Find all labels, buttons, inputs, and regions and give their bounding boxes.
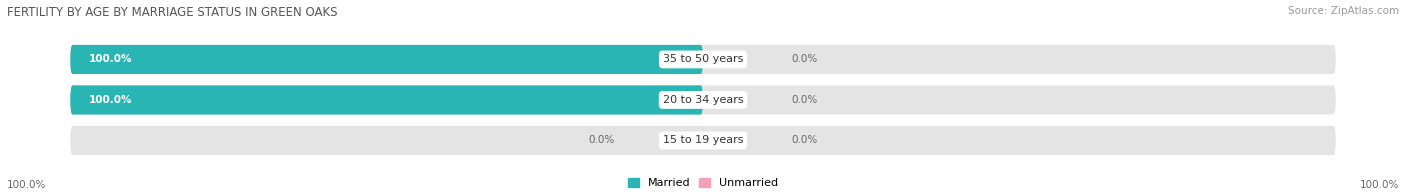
Text: 100.0%: 100.0% bbox=[89, 95, 132, 105]
Text: 35 to 50 years: 35 to 50 years bbox=[662, 54, 744, 64]
Text: 100.0%: 100.0% bbox=[7, 180, 46, 190]
Text: Source: ZipAtlas.com: Source: ZipAtlas.com bbox=[1288, 6, 1399, 16]
FancyBboxPatch shape bbox=[70, 45, 703, 74]
Text: 0.0%: 0.0% bbox=[588, 135, 614, 145]
FancyBboxPatch shape bbox=[70, 85, 703, 114]
Legend: Married, Unmarried: Married, Unmarried bbox=[627, 178, 779, 189]
FancyBboxPatch shape bbox=[70, 85, 1336, 114]
Text: 100.0%: 100.0% bbox=[1360, 180, 1399, 190]
Text: 20 to 34 years: 20 to 34 years bbox=[662, 95, 744, 105]
Text: 0.0%: 0.0% bbox=[792, 54, 818, 64]
Text: 0.0%: 0.0% bbox=[792, 135, 818, 145]
Text: 15 to 19 years: 15 to 19 years bbox=[662, 135, 744, 145]
FancyBboxPatch shape bbox=[70, 126, 1336, 155]
Text: 100.0%: 100.0% bbox=[89, 54, 132, 64]
Text: 0.0%: 0.0% bbox=[792, 95, 818, 105]
Text: FERTILITY BY AGE BY MARRIAGE STATUS IN GREEN OAKS: FERTILITY BY AGE BY MARRIAGE STATUS IN G… bbox=[7, 6, 337, 19]
FancyBboxPatch shape bbox=[70, 45, 1336, 74]
